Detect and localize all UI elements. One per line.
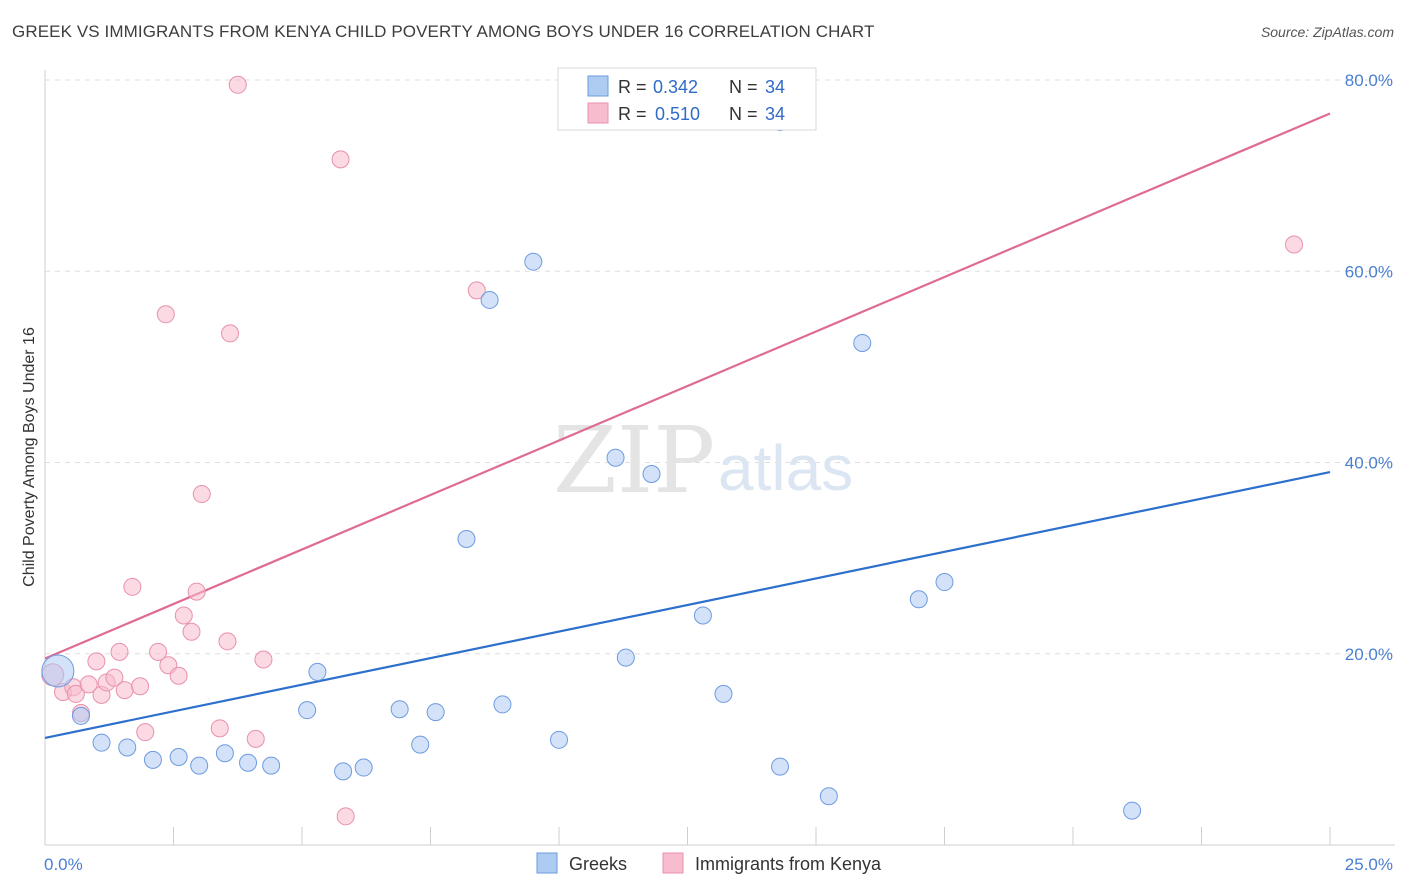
- point-kenya: [210, 719, 229, 738]
- legend-r-label-kenya: R =: [618, 104, 647, 124]
- point-greeks: [606, 448, 625, 467]
- point-greeks: [190, 756, 209, 775]
- point-kenya: [174, 606, 193, 625]
- chart-source: Source: ZipAtlas.com: [1260, 24, 1394, 40]
- legend-r-value-kenya: 0.510: [655, 104, 700, 124]
- legend-swatch-greeks: [587, 75, 609, 97]
- legend-r-label-greeks: R =: [618, 77, 647, 97]
- point-kenya: [187, 582, 206, 601]
- y-axis-label: Child Poverty Among Boys Under 16: [21, 327, 38, 587]
- point-kenya: [1285, 235, 1304, 254]
- point-kenya: [105, 668, 124, 687]
- y-tick-label: 60.0%: [1345, 262, 1393, 281]
- point-greeks: [771, 757, 790, 776]
- point-kenya: [221, 324, 240, 343]
- point-greeks: [118, 738, 137, 757]
- point-kenya: [331, 150, 350, 169]
- point-kenya: [110, 642, 129, 661]
- point-kenya: [246, 729, 265, 748]
- point-greeks: [480, 290, 499, 309]
- bottom-legend-label-kenya: Immigrants from Kenya: [695, 854, 882, 874]
- point-greeks: [239, 753, 258, 772]
- point-kenya: [467, 281, 486, 300]
- legend-n-label-greeks: N =: [729, 77, 758, 97]
- x-tick-label: 0.0%: [44, 855, 83, 874]
- point-greeks: [308, 662, 327, 681]
- legend-box: R = 0.342 N = 34 R = 0.510 N = 34: [557, 67, 817, 131]
- axes: [44, 70, 1395, 846]
- point-greeks: [1123, 801, 1142, 820]
- point-kenya: [336, 807, 355, 826]
- point-kenya: [115, 681, 134, 700]
- bottom-legend-swatch-kenya: [662, 852, 684, 874]
- trend-line-greeks: [44, 470, 1331, 739]
- point-kenya: [192, 485, 211, 504]
- tick-labels: 20.0% 40.0% 60.0% 80.0% 0.0% 25.0%: [44, 71, 1393, 874]
- watermark-atlas: atlas: [718, 432, 853, 504]
- point-greeks: [354, 758, 373, 777]
- point-greeks: [457, 530, 476, 548]
- point-greeks: [493, 695, 512, 714]
- point-greeks: [550, 730, 568, 749]
- point-kenya: [66, 684, 85, 703]
- data-points: [41, 75, 1304, 826]
- point-greeks: [143, 750, 162, 769]
- point-greeks: [714, 684, 733, 703]
- point-greeks: [642, 464, 661, 483]
- chart-title: GREEK VS IMMIGRANTS FROM KENYA CHILD POV…: [12, 22, 875, 41]
- point-greeks: [215, 744, 234, 763]
- point-greeks: [411, 735, 430, 754]
- legend-n-value-greeks: 34: [765, 77, 785, 97]
- point-greeks: [853, 333, 872, 352]
- watermark-zip: ZIP: [553, 407, 715, 514]
- point-greeks: [524, 252, 543, 271]
- bottom-legend-swatch-greeks: [536, 852, 558, 874]
- point-kenya: [123, 577, 142, 596]
- point-kenya: [182, 622, 201, 641]
- legend-r-value-greeks: 0.342: [653, 77, 698, 97]
- point-kenya: [156, 305, 175, 324]
- x-tick-label: 25.0%: [1345, 855, 1393, 874]
- bottom-legend: Greeks Immigrants from Kenya: [536, 852, 882, 874]
- point-kenya: [131, 677, 150, 696]
- point-greeks: [616, 648, 635, 667]
- bottom-legend-label-greeks: Greeks: [569, 854, 627, 874]
- point-kenya: [254, 650, 273, 669]
- y-tick-label: 80.0%: [1345, 71, 1393, 90]
- legend-swatch-kenya: [587, 102, 609, 124]
- y-tick-label: 40.0%: [1345, 454, 1393, 473]
- point-greeks: [693, 606, 712, 625]
- point-greeks: [71, 706, 90, 725]
- point-greeks: [935, 573, 954, 592]
- point-kenya: [218, 632, 237, 651]
- point-kenya: [228, 75, 247, 94]
- legend-n-value-kenya: 34: [765, 104, 785, 124]
- point-greeks: [909, 590, 928, 609]
- grid-lines: [45, 79, 1395, 655]
- point-greeks: [169, 748, 188, 767]
- point-greeks: [262, 756, 281, 775]
- point-greeks: [426, 703, 445, 722]
- y-tick-label: 20.0%: [1345, 645, 1393, 664]
- point-kenya: [79, 675, 98, 694]
- point-greeks: [298, 701, 317, 720]
- legend-n-label-kenya: N =: [729, 104, 758, 124]
- point-kenya: [87, 652, 106, 671]
- watermark: ZIP atlas: [553, 407, 853, 514]
- point-kenya: [136, 723, 155, 742]
- trend-lines: [44, 112, 1331, 739]
- point-kenya: [169, 666, 188, 685]
- point-greeks: [41, 654, 75, 688]
- point-greeks: [390, 700, 409, 719]
- point-kenya: [149, 642, 168, 661]
- point-greeks: [819, 787, 838, 806]
- point-greeks: [92, 733, 111, 752]
- point-greeks: [334, 762, 353, 781]
- trend-line-kenya: [44, 112, 1331, 660]
